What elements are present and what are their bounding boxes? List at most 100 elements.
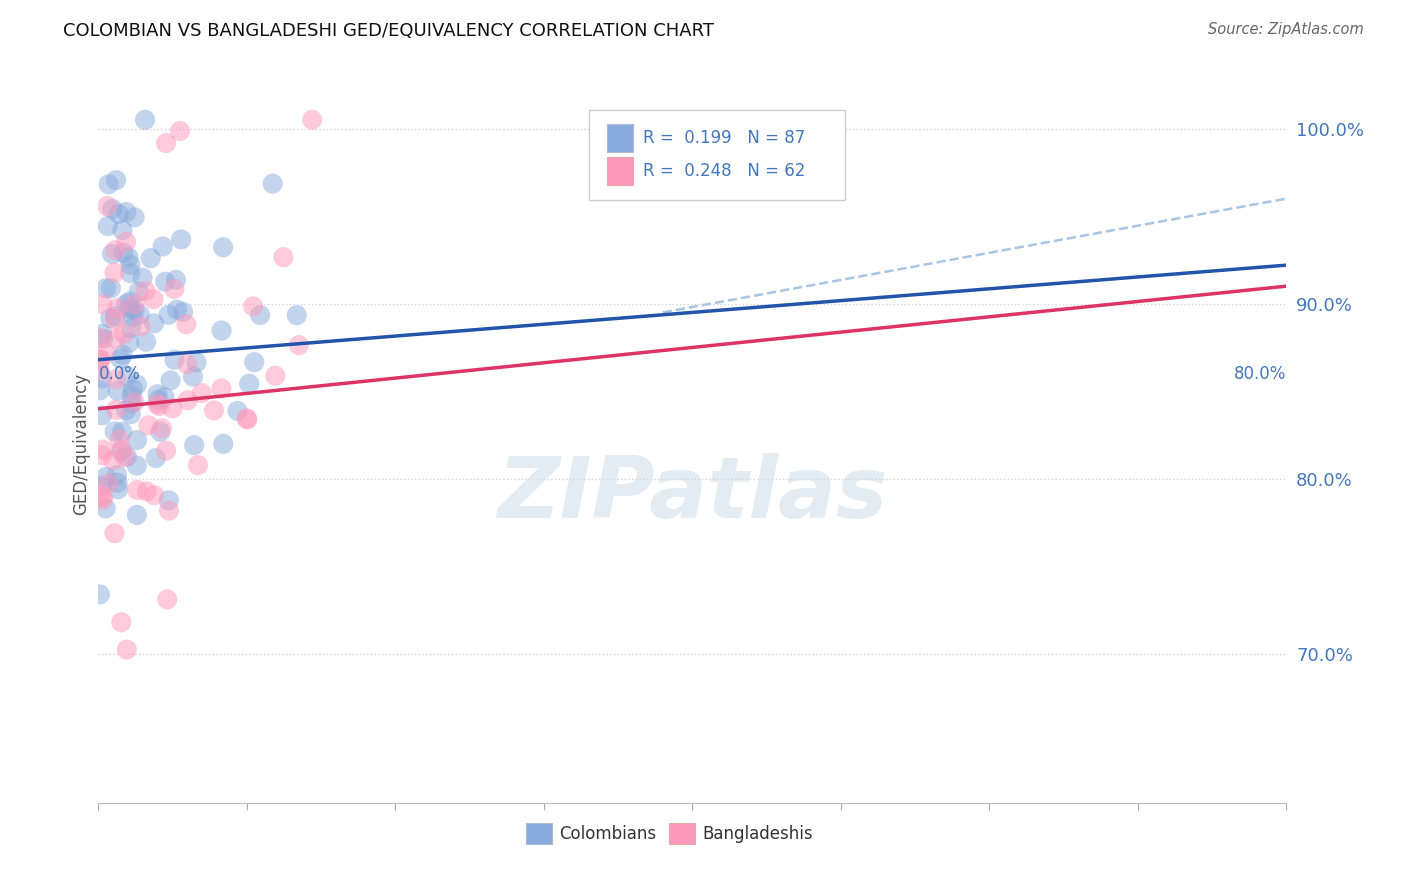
Point (236, 411, 259, 425)
Point (288, 338, 311, 352)
Point (89, 363, 111, 377)
Point (101, 247, 124, 261)
Point (104, 243, 127, 257)
Point (170, 232, 193, 246)
Point (301, 112, 323, 127)
Point (138, 418, 160, 433)
Point (153, 390, 176, 404)
Point (242, 299, 264, 313)
Point (107, 207, 129, 221)
Point (177, 393, 200, 408)
Point (159, 373, 181, 387)
Text: Bangladeshis: Bangladeshis (702, 825, 813, 843)
Point (121, 395, 143, 409)
Point (91, 297, 114, 311)
Point (120, 407, 142, 421)
Point (155, 443, 177, 458)
Point (135, 484, 157, 499)
Point (139, 251, 162, 265)
Point (176, 357, 198, 371)
Point (94, 501, 117, 516)
Point (128, 285, 150, 299)
Point (143, 316, 166, 330)
Point (107, 301, 129, 315)
Point (190, 386, 212, 401)
Point (89, 384, 111, 398)
Point (148, 399, 170, 413)
Point (211, 324, 233, 338)
Point (111, 442, 134, 457)
Bar (669, 823, 695, 845)
Point (146, 397, 169, 411)
Point (127, 483, 149, 497)
Point (97, 178, 120, 192)
Point (93, 344, 115, 359)
Point (125, 433, 148, 447)
Point (125, 377, 148, 392)
Point (125, 458, 148, 473)
Point (104, 309, 127, 323)
Point (166, 302, 188, 317)
Point (115, 450, 138, 464)
Point (143, 488, 166, 502)
Point (97, 219, 120, 233)
Point (157, 308, 180, 322)
FancyBboxPatch shape (589, 110, 845, 200)
Point (181, 369, 204, 384)
Point (249, 308, 271, 322)
Point (91, 371, 114, 385)
Point (169, 124, 191, 138)
Point (91, 409, 114, 423)
Point (117, 369, 139, 384)
Point (115, 403, 138, 417)
Point (202, 403, 225, 417)
Point (101, 453, 124, 467)
Point (91, 448, 114, 462)
Point (98, 311, 121, 326)
Point (146, 392, 169, 407)
Point (238, 376, 260, 391)
Point (107, 482, 129, 496)
Point (150, 421, 173, 435)
Point (124, 302, 146, 317)
Point (163, 352, 186, 367)
Bar (607, 124, 633, 152)
Point (155, 136, 177, 150)
Point (122, 382, 145, 396)
Point (128, 308, 150, 322)
Point (120, 266, 142, 280)
Bar (526, 823, 553, 845)
Point (104, 332, 127, 346)
Point (120, 258, 142, 272)
Point (93, 332, 115, 346)
Point (100, 281, 122, 295)
Point (262, 177, 284, 191)
Point (115, 297, 138, 311)
Point (129, 319, 152, 334)
Point (91, 492, 114, 507)
Point (131, 270, 153, 285)
Point (149, 425, 172, 439)
Point (135, 284, 157, 298)
Point (103, 266, 125, 280)
Point (111, 223, 134, 237)
Point (90, 479, 112, 493)
Point (110, 444, 132, 458)
Point (90, 352, 112, 367)
Point (163, 282, 186, 296)
Point (145, 451, 167, 466)
Point (157, 504, 180, 518)
Point (157, 493, 180, 508)
Point (91, 442, 114, 457)
Point (115, 642, 138, 657)
Point (107, 384, 129, 398)
Point (124, 297, 146, 311)
Point (243, 355, 266, 369)
Point (105, 402, 128, 417)
Point (186, 355, 208, 369)
Point (101, 202, 124, 216)
Text: ZIPatlas: ZIPatlas (498, 452, 887, 535)
Point (165, 273, 187, 287)
Text: R =  0.248   N = 62: R = 0.248 N = 62 (643, 162, 804, 180)
Point (103, 526, 125, 541)
